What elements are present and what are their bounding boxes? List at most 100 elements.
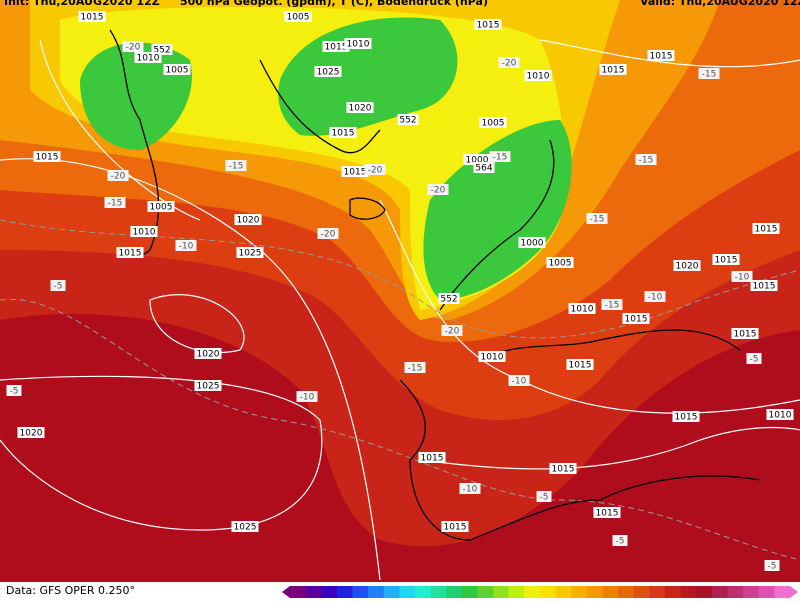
label-box — [329, 127, 357, 138]
scale-swatch — [493, 586, 510, 598]
map-label: 1015 — [734, 330, 757, 340]
label-box — [194, 380, 222, 391]
scale-swatch — [696, 586, 713, 598]
label-box — [644, 291, 666, 302]
label-box — [234, 214, 262, 225]
scale-swatch — [586, 586, 603, 598]
map-label: -5 — [768, 562, 777, 572]
data-source: Data: GFS OPER 0.250° — [6, 584, 135, 597]
scale-swatch — [290, 586, 307, 598]
label-box — [397, 114, 419, 125]
label-box — [130, 226, 158, 237]
map-label: -20 — [126, 43, 141, 53]
label-box — [441, 325, 463, 336]
label-box — [404, 362, 426, 373]
label-box — [750, 280, 778, 291]
scale-swatch — [461, 586, 478, 598]
map-label: 1010 — [137, 54, 160, 64]
scale-swatch — [336, 586, 353, 598]
map-label: -5 — [616, 537, 625, 547]
map-label: -15 — [108, 199, 123, 209]
label-box — [231, 521, 259, 532]
map-label: 1010 — [571, 305, 594, 315]
scale-swatch — [618, 586, 635, 598]
label-box — [536, 491, 552, 502]
map-label: -15 — [639, 156, 654, 166]
label-box — [344, 38, 372, 49]
label-box — [479, 117, 507, 128]
label-box — [163, 64, 191, 75]
map-label: -15 — [229, 162, 244, 172]
map-label: -5 — [540, 493, 549, 503]
label-box — [766, 409, 794, 420]
label-box — [673, 260, 701, 271]
scale-swatch — [633, 586, 650, 598]
map-label: 1015 — [675, 413, 698, 423]
label-box — [622, 313, 650, 324]
map-label: 1025 — [197, 382, 220, 392]
label-box — [698, 68, 720, 79]
label-box — [473, 162, 495, 173]
scale-swatch — [305, 586, 322, 598]
init-time: Init: Thu,20AUG2020 12Z — [4, 0, 160, 8]
map-label: 1000 — [466, 156, 489, 166]
map-label: -5 — [10, 387, 19, 397]
label-box — [599, 64, 627, 75]
label-box — [549, 463, 577, 474]
label-box — [568, 303, 596, 314]
scale-swatch — [368, 586, 385, 598]
scale-swatch — [727, 586, 744, 598]
map-label: 1010 — [481, 353, 504, 363]
map-label: 552 — [153, 46, 170, 56]
map-label: 1000 — [521, 239, 544, 249]
map-label: -20 — [431, 186, 446, 196]
temperature-fields — [0, 0, 800, 547]
label-box — [518, 237, 546, 248]
map-label: 1015 — [421, 454, 444, 464]
temperature-lines — [0, 219, 800, 561]
label-box — [78, 11, 106, 22]
map-label: 1025 — [234, 523, 257, 533]
map-label: -15 — [493, 153, 508, 163]
scale-swatch — [602, 586, 619, 598]
valid-time: Valid: Thu,20AUG2020 12Z — [640, 0, 800, 8]
label-box — [427, 184, 449, 195]
map-label: -10 — [512, 377, 527, 387]
label-box — [647, 50, 675, 61]
label-box — [463, 154, 491, 165]
label-box — [474, 19, 502, 30]
map-label: 1020 — [237, 216, 260, 226]
label-box — [17, 427, 45, 438]
label-box — [236, 247, 264, 258]
map-label: 1010 — [347, 40, 370, 50]
label-box — [314, 66, 342, 77]
map-label: 1010 — [769, 411, 792, 421]
scale-swatch — [508, 586, 525, 598]
label-box — [764, 560, 780, 571]
label-box — [508, 375, 530, 386]
scale-swatch — [555, 586, 572, 598]
label-box — [712, 254, 740, 265]
label-box — [459, 483, 481, 494]
map-label: 552 — [440, 295, 457, 305]
map-label: 1015 — [119, 249, 142, 259]
label-box — [134, 52, 162, 63]
label-box — [498, 57, 520, 68]
label-box — [524, 70, 552, 81]
map-label: -10 — [300, 393, 315, 403]
scale-swatch — [774, 586, 791, 598]
label-box — [33, 151, 61, 162]
label-box — [296, 391, 318, 402]
scale-swatch — [665, 586, 682, 598]
map-label: 1015 — [596, 509, 619, 519]
map-label: 1025 — [239, 249, 262, 259]
map-label: 1015 — [444, 523, 467, 533]
map-label: -10 — [735, 273, 750, 283]
map-label: 1010 — [133, 228, 156, 238]
scale-arrow-right — [790, 586, 798, 598]
scale-swatch — [352, 586, 369, 598]
map-label: 1015 — [715, 256, 738, 266]
map-label: -15 — [590, 215, 605, 225]
label-box — [731, 271, 753, 282]
